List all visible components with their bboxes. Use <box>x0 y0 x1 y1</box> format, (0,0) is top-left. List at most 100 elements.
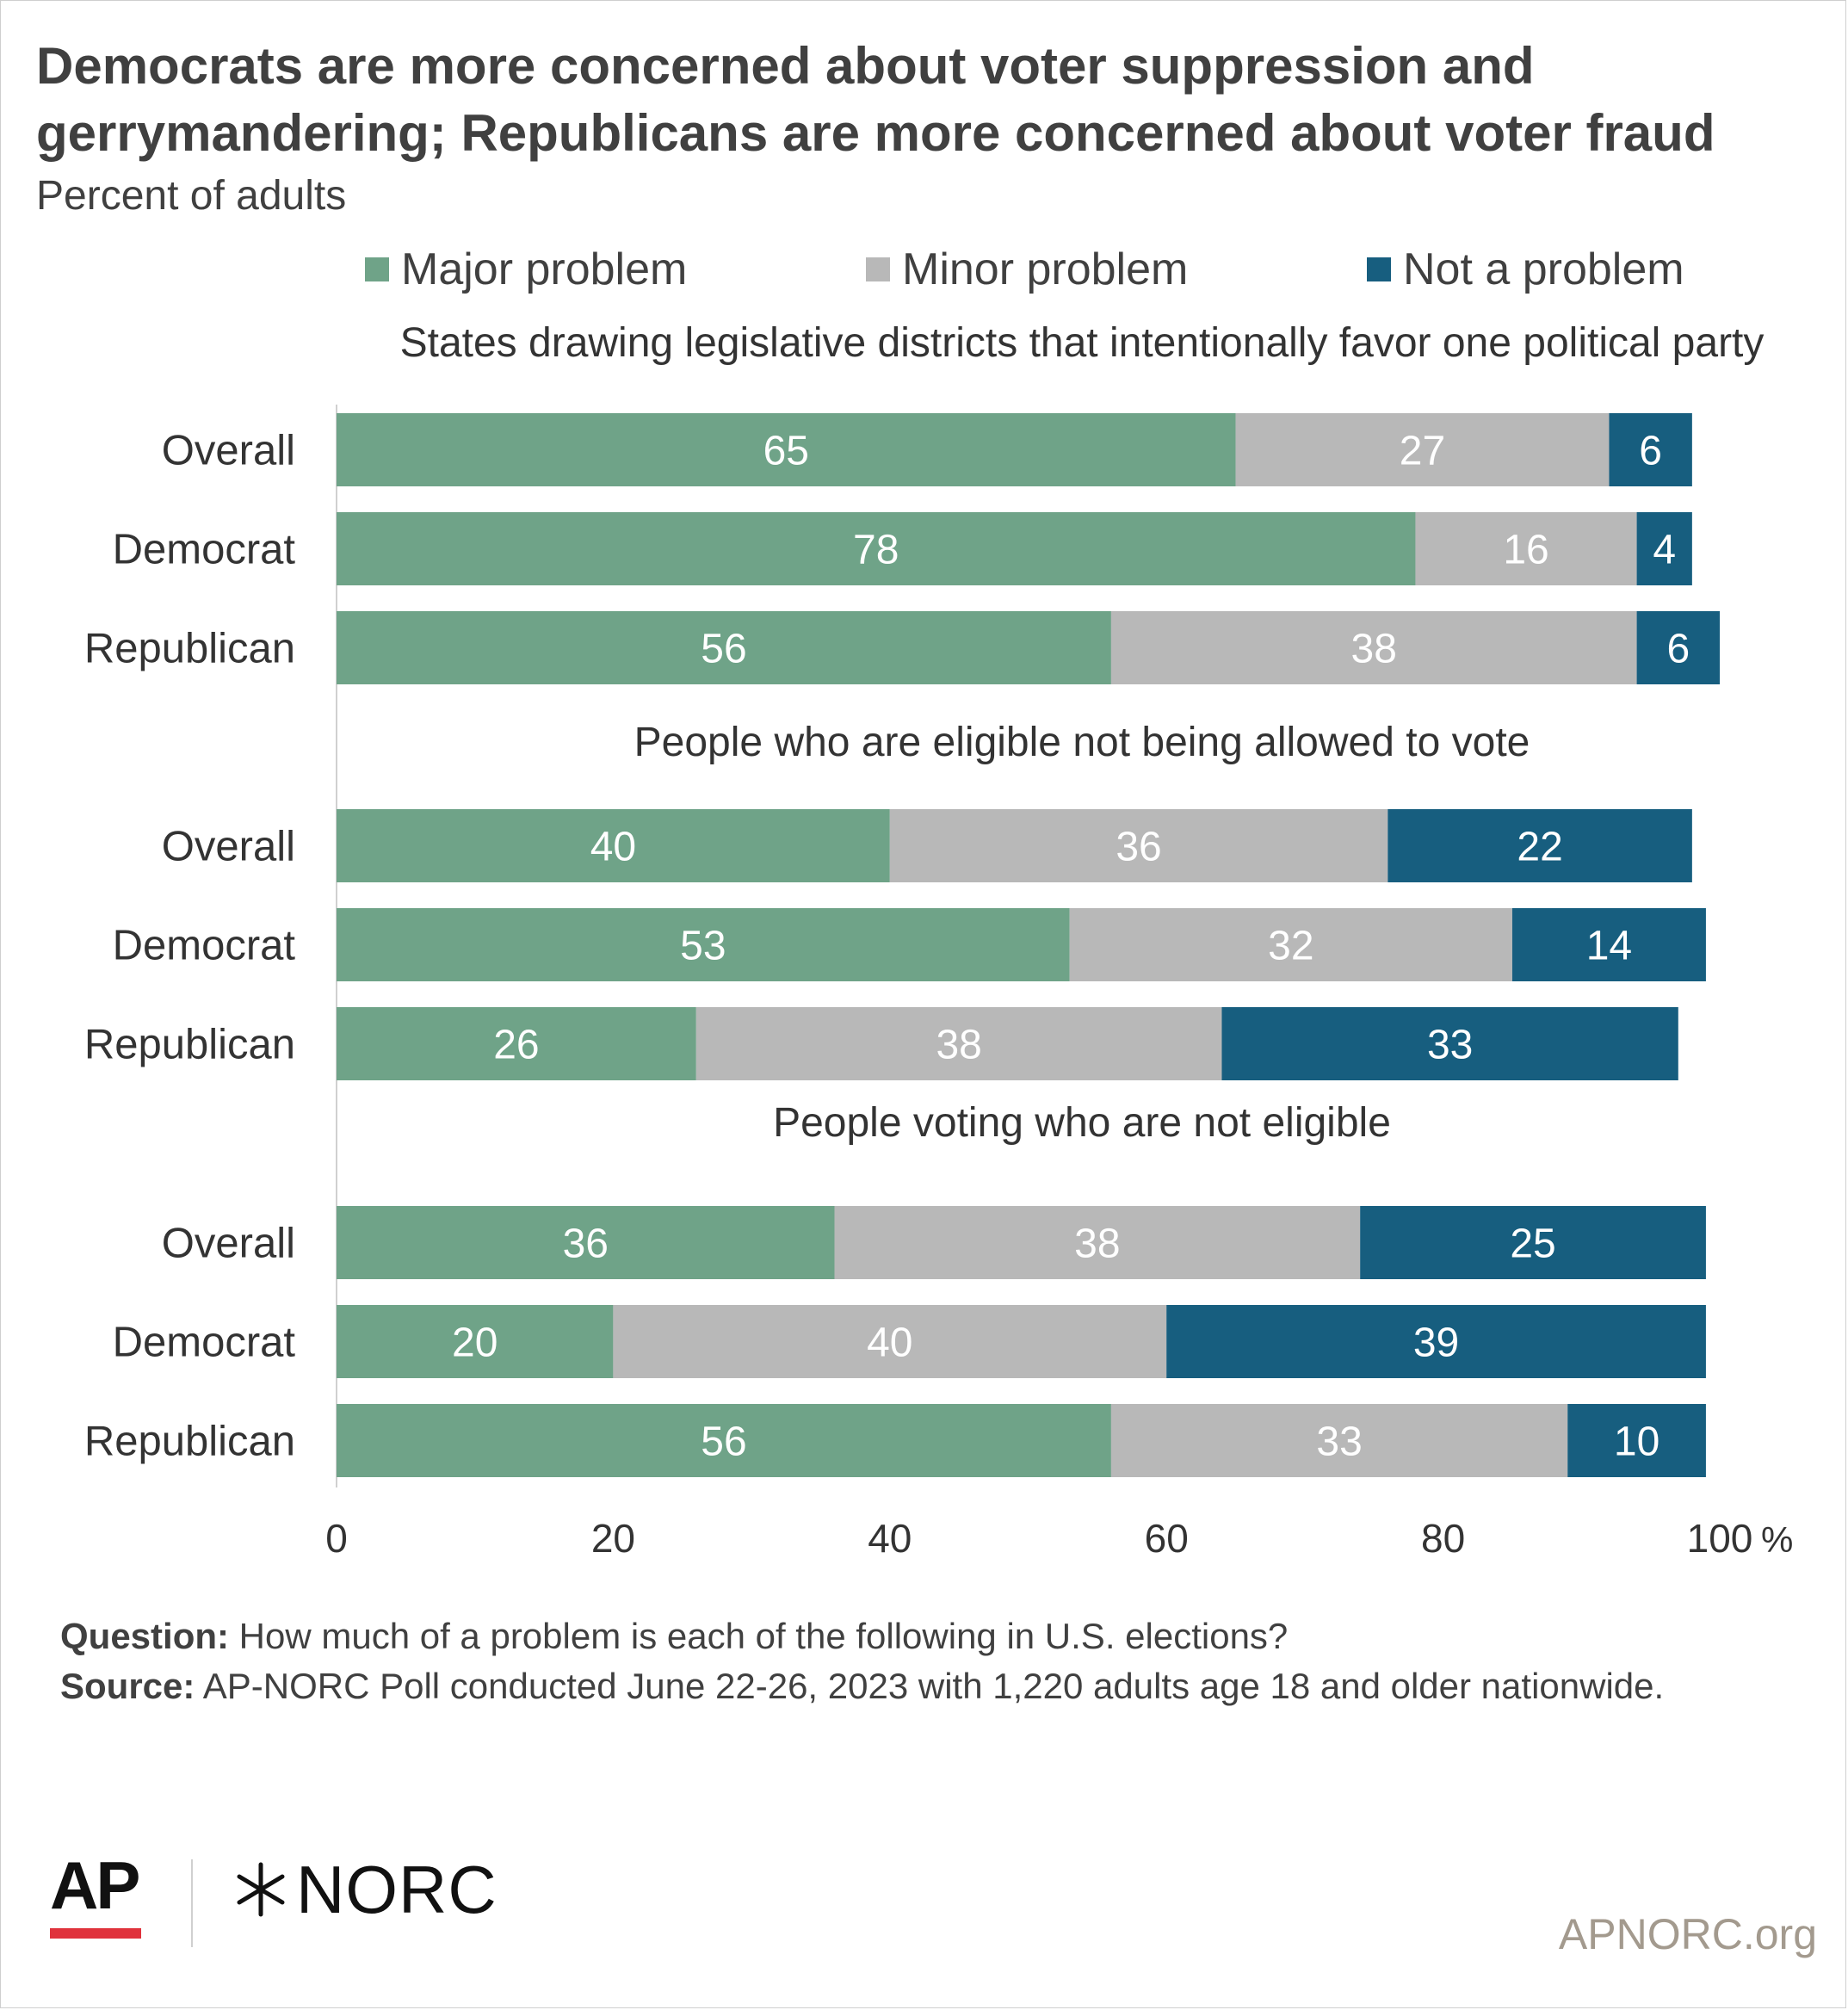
data-label-minor: 27 <box>1400 429 1445 474</box>
data-label-major: 65 <box>763 429 809 474</box>
bar-segment-minor <box>1110 1404 1568 1477</box>
data-label-minor: 38 <box>1074 1221 1120 1267</box>
data-label-major: 40 <box>590 825 636 870</box>
data-label-not: 6 <box>1639 429 1662 474</box>
question-text: How much of a problem is each of the fol… <box>229 1616 1289 1656</box>
source-note: Source: AP-NORC Poll conducted June 22-2… <box>60 1661 1799 1711</box>
data-label-not: 6 <box>1666 627 1690 672</box>
question-note: Question: How much of a problem is each … <box>60 1611 1799 1661</box>
group-title-1: States drawing legislative districts tha… <box>400 320 1765 366</box>
norc-star-icon <box>237 1862 285 1917</box>
data-label-not: 22 <box>1517 825 1562 870</box>
legend-label-minor: Minor problem <box>902 244 1189 294</box>
site-link[interactable]: APNORC.org <box>1558 1910 1817 1958</box>
legend: Major problem Minor problem Not a proble… <box>0 239 1848 300</box>
bar-segment-minor <box>1235 413 1610 486</box>
data-label-minor: 38 <box>936 1023 981 1068</box>
row-label-overall: Overall <box>162 1221 295 1267</box>
data-label-minor: 16 <box>1503 528 1548 573</box>
bar-segment-minor <box>1069 908 1512 981</box>
legend-label-not: Not a problem <box>1403 244 1684 294</box>
source-text: AP-NORC Poll conducted June 22-26, 2023 … <box>195 1666 1665 1706</box>
bar-segment-minor <box>1110 611 1637 684</box>
data-label-not: 33 <box>1427 1023 1473 1068</box>
data-label-minor: 32 <box>1268 924 1313 969</box>
data-label-major: 56 <box>701 627 746 672</box>
group-title-2: People who are eligible not being allowe… <box>634 720 1530 765</box>
source-label: Source: <box>60 1666 195 1706</box>
bar-segment-minor <box>834 1206 1361 1279</box>
data-label-not: 10 <box>1614 1419 1659 1465</box>
x-tick-label: 0 <box>325 1516 348 1561</box>
stacked-bar-chart: States drawing legislative districts tha… <box>84 320 1794 1561</box>
bar-segment-not <box>1511 908 1706 981</box>
norc-logo: NORC <box>231 1851 498 1928</box>
legend-item-major: Major problem <box>365 239 687 300</box>
data-label-not: 39 <box>1413 1320 1459 1366</box>
x-tick-label: 100 <box>1687 1516 1753 1561</box>
row-label-overall: Overall <box>162 824 295 870</box>
bar-segment-minor <box>889 809 1388 882</box>
bar-segment-not <box>1360 1206 1706 1279</box>
bar-segment-not <box>1166 1305 1706 1378</box>
logo-divider <box>191 1859 193 1947</box>
ap-logo-underline <box>50 1928 141 1939</box>
row-label-republican: Republican <box>84 626 295 672</box>
data-label-minor: 38 <box>1351 627 1397 672</box>
ap-logo: AP <box>50 1851 145 1939</box>
legend-swatch-minor <box>866 257 890 281</box>
legend-item-not: Not a problem <box>1367 239 1684 300</box>
bar-segment-not <box>1609 413 1692 486</box>
legend-swatch-major <box>365 257 389 281</box>
bar-segment-not <box>1636 611 1720 684</box>
data-label-minor: 33 <box>1316 1419 1362 1465</box>
x-axis-unit: % <box>1761 1519 1793 1560</box>
legend-label-major: Major problem <box>401 244 688 294</box>
chart-subtitle: Percent of adults <box>36 173 347 219</box>
data-label-not: 4 <box>1653 528 1676 573</box>
data-label-minor: 40 <box>867 1320 912 1366</box>
row-label-democrat: Democrat <box>113 1320 296 1366</box>
data-label-major: 53 <box>680 924 726 969</box>
bar-segment-not <box>1636 512 1692 585</box>
data-label-not: 25 <box>1510 1221 1555 1267</box>
row-label-republican: Republican <box>84 1022 295 1068</box>
bar-segment-major <box>337 1404 1111 1477</box>
bar-segment-major <box>337 611 1111 684</box>
data-label-major: 20 <box>452 1320 498 1366</box>
question-label: Question: <box>60 1616 229 1656</box>
data-label-not: 14 <box>1586 924 1632 969</box>
footnote: Question: How much of a problem is each … <box>60 1611 1799 1711</box>
x-tick-label: 20 <box>591 1516 635 1561</box>
bar-segment-not <box>1388 809 1692 882</box>
row-label-republican: Republican <box>84 1419 295 1465</box>
x-tick-label: 80 <box>1421 1516 1465 1561</box>
data-label-major: 56 <box>701 1419 746 1465</box>
norc-logo-text: NORC <box>296 1851 498 1927</box>
bar-segment-major <box>337 512 1416 585</box>
legend-item-minor: Minor problem <box>866 239 1188 300</box>
data-label-major: 78 <box>853 528 899 573</box>
group-title-3: People voting who are not eligible <box>773 1100 1391 1146</box>
bar-segment-major <box>337 1206 835 1279</box>
bar-segment-major <box>337 1305 614 1378</box>
bar-segment-not <box>1567 1404 1706 1477</box>
row-label-democrat: Democrat <box>113 527 296 573</box>
bar-segment-major <box>337 1007 696 1080</box>
row-label-overall: Overall <box>162 428 295 474</box>
bar-segment-major <box>337 908 1070 981</box>
bar-segment-major <box>337 413 1236 486</box>
row-label-democrat: Democrat <box>113 923 296 969</box>
data-label-major: 36 <box>563 1221 609 1267</box>
data-label-minor: 36 <box>1116 825 1161 870</box>
x-tick-label: 60 <box>1145 1516 1189 1561</box>
ap-logo-text: AP <box>50 1847 140 1923</box>
chart-title: Democrats are more concerned about voter… <box>36 37 1715 162</box>
bar-segment-minor <box>1415 512 1637 585</box>
legend-swatch-not <box>1367 257 1391 281</box>
x-tick-label: 40 <box>868 1516 912 1561</box>
bar-segment-major <box>337 809 890 882</box>
bar-segment-minor <box>613 1305 1167 1378</box>
bar-segment-not <box>1221 1007 1678 1080</box>
